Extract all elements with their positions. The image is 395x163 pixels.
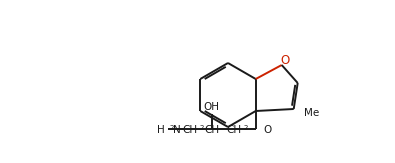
Text: O: O	[264, 125, 272, 135]
Text: CH: CH	[182, 125, 197, 135]
Text: H: H	[157, 125, 165, 135]
Text: CH: CH	[204, 125, 219, 135]
Text: Me: Me	[304, 108, 319, 118]
Text: 2: 2	[244, 125, 248, 131]
Text: 2: 2	[169, 125, 173, 131]
Text: O: O	[280, 53, 290, 67]
Text: OH: OH	[204, 102, 220, 112]
Text: CH: CH	[226, 125, 241, 135]
Text: 2: 2	[200, 125, 204, 131]
Text: N: N	[173, 125, 181, 135]
